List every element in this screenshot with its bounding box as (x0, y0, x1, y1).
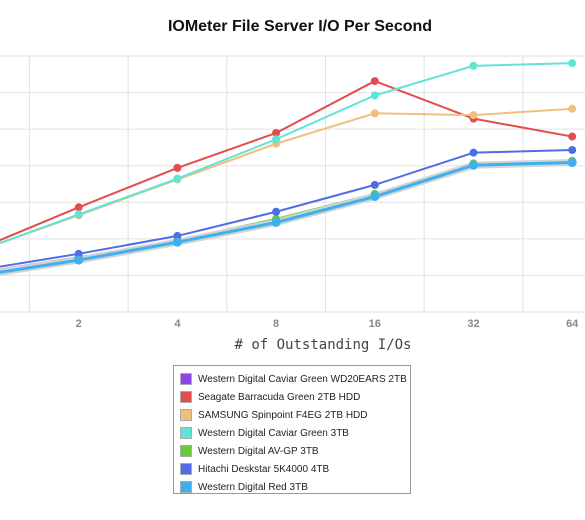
legend-item: Western Digital Caviar Green 3TB (180, 424, 410, 442)
data-point (173, 163, 182, 172)
grid (0, 55, 585, 313)
data-point (173, 174, 182, 183)
x-tick-label: 64 (566, 318, 579, 330)
legend-label: Seagate Barracuda Green 2TB HDD (198, 391, 361, 403)
legend-swatch (180, 463, 192, 475)
data-point (568, 145, 577, 154)
legend-item: Western Digital AV-GP 3TB (180, 442, 410, 460)
x-axis-ticks: 2 4 8 16 32 64 (76, 318, 580, 330)
legend-label: Western Digital AV-GP 3TB (198, 445, 319, 457)
legend-swatch (180, 391, 192, 403)
legend-label: Western Digital Red 3TB (198, 481, 308, 493)
data-point (74, 249, 83, 258)
data-point (74, 255, 84, 265)
data-point (469, 148, 478, 157)
data-point (272, 135, 281, 144)
legend-label: Hitachi Deskstar 5K4000 4TB (198, 463, 330, 475)
data-point (74, 203, 83, 212)
data-point (74, 210, 83, 219)
data-point (172, 237, 182, 247)
legend-swatch (180, 445, 192, 457)
plot-area: 2 4 8 16 32 64 (0, 55, 585, 330)
data-point (568, 59, 577, 68)
data-point (469, 160, 478, 170)
legend-item: Western Digital Caviar Green WD20EARS 2T… (180, 370, 410, 388)
legend-label: Western Digital Caviar Green WD20EARS 2T… (198, 373, 407, 385)
legend-label: SAMSUNG Spinpoint F4EG 2TB HDD (198, 409, 368, 421)
data-point (370, 180, 379, 189)
legend-item: Western Digital Red 3TB (180, 478, 410, 496)
x-axis-label: # of Outstanding I/Os (234, 337, 412, 353)
data-point (469, 61, 478, 70)
data-point (567, 158, 577, 168)
legend-item: Seagate Barracuda Green 2TB HDD (180, 388, 410, 406)
data-point (272, 128, 281, 137)
data-point (173, 231, 182, 240)
data-point (272, 207, 281, 216)
series-line (0, 107, 573, 245)
data-point (271, 217, 281, 227)
series-lines (0, 62, 573, 276)
chart-title: IOMeter File Server I/O Per Second (167, 18, 433, 35)
series-points (74, 59, 577, 265)
legend-swatch (180, 427, 192, 439)
data-point (370, 192, 380, 202)
legend-swatch (180, 373, 192, 385)
data-point (370, 91, 379, 100)
x-tick-label: 2 (76, 318, 82, 330)
legend-swatch (180, 409, 192, 421)
legend-label: Western Digital Caviar Green 3TB (198, 427, 349, 439)
x-tick-label: 16 (369, 318, 381, 330)
x-tick-label: 8 (273, 318, 279, 330)
x-tick-label: 32 (467, 318, 479, 330)
legend-item: SAMSUNG Spinpoint F4EG 2TB HDD (180, 406, 410, 424)
legend-swatch (180, 481, 192, 493)
data-point (469, 111, 478, 120)
data-point (568, 132, 577, 141)
x-tick-label: 4 (174, 318, 181, 330)
data-point (370, 109, 379, 118)
data-point (568, 104, 577, 113)
legend-item: Hitachi Deskstar 5K4000 4TB (180, 460, 410, 478)
series-line (0, 161, 573, 274)
legend: Western Digital Caviar Green WD20EARS 2T… (173, 365, 411, 494)
data-point (370, 77, 379, 86)
